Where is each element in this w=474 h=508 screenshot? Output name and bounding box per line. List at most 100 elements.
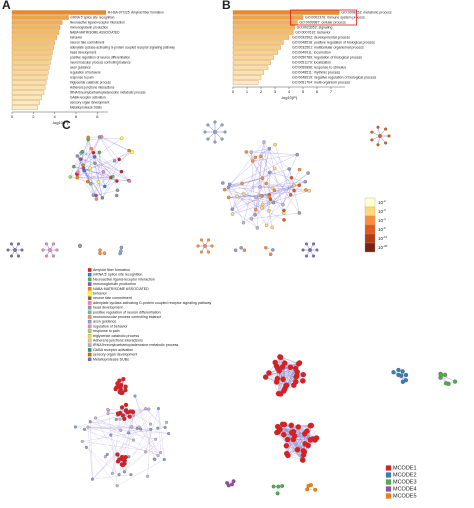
network-node: [304, 188, 308, 192]
x-tick-label: 6: [75, 114, 78, 119]
network-node: [156, 426, 160, 430]
network-node: [376, 143, 380, 147]
network-node: [302, 441, 308, 447]
bar-label: neuron fate commitment: [70, 40, 104, 44]
network-edge: [104, 180, 117, 187]
bar: [11, 40, 55, 45]
bar: [11, 100, 40, 105]
network-edge: [102, 171, 122, 198]
network-node: [289, 176, 294, 180]
network-node: [272, 359, 278, 366]
bar: [232, 25, 295, 30]
network-node: [165, 420, 169, 424]
network-node: [250, 159, 255, 163]
network-node: [264, 246, 268, 250]
bar-label: behavior: [70, 35, 83, 39]
network-node: [127, 148, 131, 153]
network-node: [370, 138, 374, 142]
network-edge: [282, 177, 292, 205]
bar: [11, 75, 48, 80]
network-node: [103, 455, 107, 459]
legend-swatch: [87, 301, 92, 305]
bar: [11, 95, 43, 100]
network-edge: [75, 426, 159, 456]
network-edge: [269, 148, 290, 170]
network-node: [400, 369, 405, 374]
network-node: [213, 130, 217, 134]
network-node: [242, 248, 247, 252]
network-edge: [282, 169, 300, 205]
legend-swatch: [87, 268, 92, 272]
network-node: [93, 161, 97, 165]
legend-swatch: [87, 357, 92, 362]
network-edge: [243, 193, 257, 198]
scale-swatch: [364, 197, 376, 208]
network-node: [137, 425, 141, 429]
bar-label: regulation of behavior: [70, 70, 102, 74]
network-edge: [277, 378, 294, 386]
network-edge: [128, 432, 156, 440]
legend-label: adenylate cyclase-activating G-protein c…: [93, 301, 211, 305]
network-node: [206, 137, 210, 141]
bar: [11, 60, 51, 65]
network-node: [304, 428, 310, 434]
network-node: [290, 436, 297, 443]
bar: [232, 70, 264, 75]
scale-swatch: [364, 233, 376, 244]
network-node: [308, 248, 312, 252]
network-node: [244, 150, 249, 154]
bar: [11, 10, 107, 15]
network-node: [376, 125, 380, 129]
network-edge: [82, 138, 122, 166]
network-node: [149, 427, 153, 431]
network-edge: [117, 459, 165, 486]
network-edge: [393, 372, 403, 382]
network-node: [264, 223, 269, 228]
network-edge: [158, 408, 161, 453]
network-node: [44, 254, 49, 258]
network-edge: [243, 172, 270, 195]
bar-label: GO:0048519: negative regulation of biolo…: [292, 75, 376, 79]
legend-label: MCODE2: [393, 472, 417, 478]
network-node: [133, 394, 137, 398]
legend-swatch: [87, 277, 92, 282]
legend-swatch: [87, 324, 92, 329]
network-node: [255, 226, 260, 230]
network-node: [86, 425, 90, 429]
network-node: [44, 242, 49, 246]
network-node: [115, 381, 120, 386]
bar: [11, 25, 61, 30]
network-node: [88, 182, 93, 186]
network-node: [303, 179, 307, 184]
network-edge: [145, 408, 159, 452]
network-node: [123, 454, 128, 460]
network-node: [119, 428, 123, 432]
bar-label: neuromuscular process controlling balanc…: [70, 60, 131, 64]
network-node: [259, 194, 263, 198]
bar: [232, 65, 269, 70]
network-node: [284, 450, 290, 457]
network-node: [116, 412, 121, 417]
network-edge: [80, 158, 122, 172]
network-node: [156, 453, 160, 458]
network-node: [267, 170, 272, 175]
network-edge: [282, 424, 303, 461]
bar-label: axon guidance: [70, 65, 91, 69]
network-node: [162, 457, 166, 462]
network-node: [98, 248, 102, 252]
network-edge: [75, 408, 149, 428]
bar: [232, 80, 259, 85]
network-edge: [95, 409, 127, 419]
network-node: [9, 254, 14, 258]
network-edge: [83, 163, 95, 169]
legend-label: mRNA 5' splice site recognition: [93, 273, 142, 277]
scale-swatch: [364, 224, 376, 235]
network-node: [249, 150, 253, 154]
legend-swatch: [87, 329, 92, 333]
x-tick-label: 3: [274, 89, 277, 94]
network-edge: [251, 172, 309, 219]
network-node: [76, 170, 80, 174]
network-edge: [257, 156, 262, 228]
network-node: [297, 183, 302, 187]
